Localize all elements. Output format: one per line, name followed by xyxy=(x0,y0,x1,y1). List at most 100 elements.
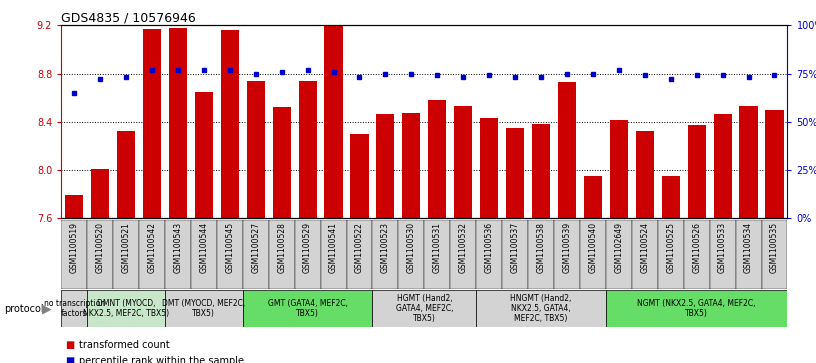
Text: ■: ■ xyxy=(65,340,74,350)
Bar xyxy=(325,25,343,218)
Bar xyxy=(554,220,580,289)
Bar xyxy=(268,220,295,289)
Bar xyxy=(195,91,213,218)
Bar xyxy=(372,220,398,289)
Bar xyxy=(455,106,472,218)
Text: HGMT (Hand2,
GATA4, MEF2C,
TBX5): HGMT (Hand2, GATA4, MEF2C, TBX5) xyxy=(396,294,453,323)
Bar xyxy=(528,220,554,289)
Bar xyxy=(321,220,347,289)
Text: GDS4835 / 10576946: GDS4835 / 10576946 xyxy=(61,11,196,24)
Bar xyxy=(477,220,502,289)
Bar xyxy=(273,107,290,218)
Text: DMNT (MYOCD,
NKX2.5, MEF2C, TBX5): DMNT (MYOCD, NKX2.5, MEF2C, TBX5) xyxy=(83,299,169,318)
Bar xyxy=(688,125,706,218)
Bar xyxy=(450,220,477,289)
Bar xyxy=(299,81,317,218)
Text: GSM1100525: GSM1100525 xyxy=(666,222,675,273)
Bar xyxy=(87,290,165,327)
Text: GSM1100522: GSM1100522 xyxy=(355,222,364,273)
Bar xyxy=(117,131,135,218)
Bar xyxy=(220,30,239,218)
Text: GSM1100520: GSM1100520 xyxy=(95,222,104,273)
Bar xyxy=(761,220,787,289)
Bar xyxy=(350,134,369,218)
Bar xyxy=(765,110,783,218)
Bar xyxy=(735,220,761,289)
Text: GSM1100538: GSM1100538 xyxy=(537,222,546,273)
Text: GSM1100523: GSM1100523 xyxy=(381,222,390,273)
Bar xyxy=(684,220,710,289)
Bar xyxy=(165,290,243,327)
Bar xyxy=(502,220,528,289)
Bar xyxy=(376,114,394,218)
Bar xyxy=(91,168,109,218)
Text: GSM1100521: GSM1100521 xyxy=(122,222,131,273)
Bar xyxy=(480,118,499,218)
Text: GSM1100533: GSM1100533 xyxy=(718,222,727,273)
Text: NGMT (NKX2.5, GATA4, MEF2C,
TBX5): NGMT (NKX2.5, GATA4, MEF2C, TBX5) xyxy=(637,299,756,318)
Bar xyxy=(558,82,576,218)
Text: GSM1100539: GSM1100539 xyxy=(562,222,571,273)
Bar xyxy=(139,220,165,289)
Text: GSM1100544: GSM1100544 xyxy=(199,222,208,273)
Bar xyxy=(61,220,87,289)
Bar xyxy=(739,106,757,218)
Bar xyxy=(65,195,83,218)
Text: GSM1100537: GSM1100537 xyxy=(511,222,520,273)
Bar xyxy=(169,28,187,218)
Bar xyxy=(217,220,242,289)
Bar xyxy=(402,113,420,218)
Text: GSM1100526: GSM1100526 xyxy=(692,222,701,273)
Text: GSM1100529: GSM1100529 xyxy=(303,222,312,273)
Text: ■: ■ xyxy=(65,356,74,363)
Text: GSM1100540: GSM1100540 xyxy=(588,222,597,273)
Text: GSM1100534: GSM1100534 xyxy=(744,222,753,273)
Bar xyxy=(87,220,113,289)
Text: transformed count: transformed count xyxy=(79,340,170,350)
Bar xyxy=(61,290,87,327)
Text: GSM1100530: GSM1100530 xyxy=(407,222,416,273)
Text: GSM1100532: GSM1100532 xyxy=(459,222,468,273)
Text: GSM1100531: GSM1100531 xyxy=(432,222,441,273)
Bar xyxy=(662,176,680,218)
Bar xyxy=(713,114,732,218)
Bar xyxy=(506,128,524,218)
Bar xyxy=(398,220,424,289)
Text: GSM1102649: GSM1102649 xyxy=(614,222,623,273)
Text: GSM1100528: GSM1100528 xyxy=(277,222,286,273)
Text: GSM1100545: GSM1100545 xyxy=(225,222,234,273)
Bar xyxy=(605,290,787,327)
Bar xyxy=(583,176,602,218)
Text: GMT (GATA4, MEF2C,
TBX5): GMT (GATA4, MEF2C, TBX5) xyxy=(268,299,348,318)
Text: GSM1100519: GSM1100519 xyxy=(69,222,78,273)
Bar xyxy=(165,220,191,289)
Bar xyxy=(428,100,446,218)
Bar xyxy=(113,220,139,289)
Bar xyxy=(143,29,161,218)
Text: ▶: ▶ xyxy=(42,302,52,315)
Text: GSM1100543: GSM1100543 xyxy=(174,222,183,273)
Bar xyxy=(477,290,605,327)
Bar xyxy=(242,290,372,327)
Bar xyxy=(605,220,632,289)
Text: GSM1100542: GSM1100542 xyxy=(148,222,157,273)
Text: GSM1100524: GSM1100524 xyxy=(641,222,650,273)
Text: GSM1100541: GSM1100541 xyxy=(329,222,338,273)
Bar xyxy=(580,220,605,289)
Text: HNGMT (Hand2,
NKX2.5, GATA4,
MEF2C, TBX5): HNGMT (Hand2, NKX2.5, GATA4, MEF2C, TBX5… xyxy=(510,294,572,323)
Bar xyxy=(242,220,268,289)
Bar xyxy=(636,131,654,218)
Bar xyxy=(246,81,265,218)
Bar xyxy=(610,121,628,218)
Text: GSM1100535: GSM1100535 xyxy=(770,222,779,273)
Bar xyxy=(372,290,477,327)
Bar xyxy=(710,220,735,289)
Text: GSM1100527: GSM1100527 xyxy=(251,222,260,273)
Bar xyxy=(295,220,321,289)
Text: DMT (MYOCD, MEF2C,
TBX5): DMT (MYOCD, MEF2C, TBX5) xyxy=(162,299,246,318)
Bar xyxy=(532,124,550,218)
Bar xyxy=(632,220,658,289)
Bar xyxy=(424,220,450,289)
Text: no transcription
factors: no transcription factors xyxy=(43,299,104,318)
Text: protocol: protocol xyxy=(4,303,44,314)
